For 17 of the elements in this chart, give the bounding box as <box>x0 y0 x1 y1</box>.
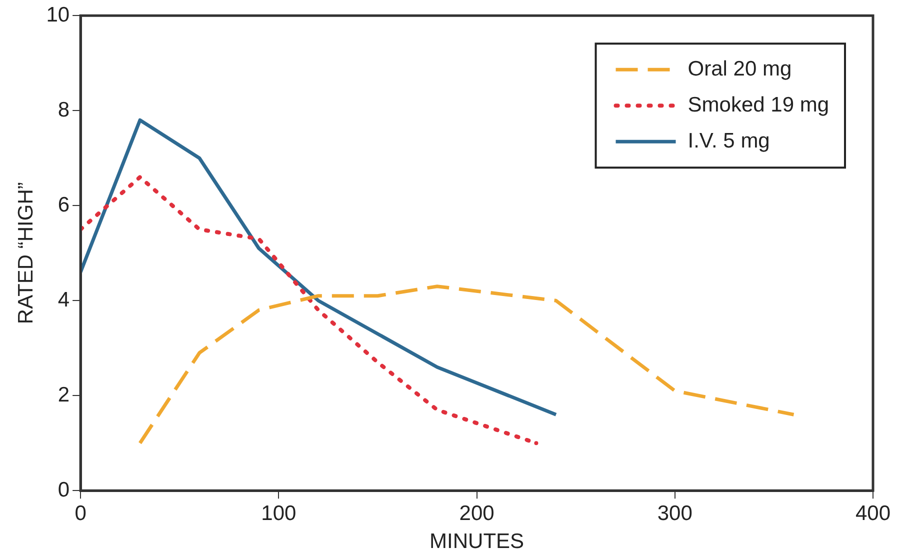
y-tick-label: 8 <box>58 98 70 122</box>
x-tick-label: 100 <box>261 502 296 525</box>
y-tick-label: 2 <box>58 383 70 406</box>
y-tick-label: 10 <box>46 3 70 26</box>
x-tick-label: 200 <box>459 502 494 525</box>
legend-label: I.V. 5 mg <box>688 129 770 152</box>
x-tick-label: 0 <box>74 502 86 525</box>
y-axis-title: RATED “HIGH” <box>14 182 38 324</box>
legend-label: Oral 20 mg <box>688 57 792 80</box>
line-series <box>138 284 796 445</box>
x-tick-label: 400 <box>855 502 891 525</box>
y-tick-label: 6 <box>58 193 70 216</box>
x-tick-label: 300 <box>657 502 692 525</box>
y-tick-label: 0 <box>58 478 70 502</box>
y-tick-label: 4 <box>58 288 70 312</box>
legend-label: Smoked 19 mg <box>688 93 830 116</box>
x-axis-title: MINUTES <box>430 530 524 554</box>
